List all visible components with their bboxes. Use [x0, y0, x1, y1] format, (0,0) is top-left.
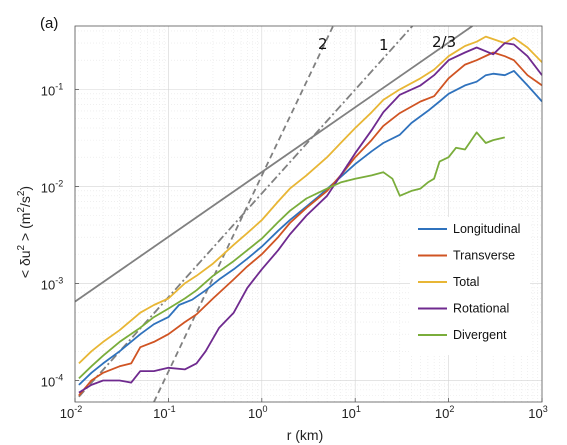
- x-axis-label: r (km): [287, 427, 324, 443]
- y-axis-label: < δu2 > (m2/s2): [16, 186, 33, 278]
- slope-label-2-3: 2/3: [432, 33, 456, 51]
- legend-box: [410, 217, 530, 355]
- x-tick-label: 10-1: [153, 404, 175, 421]
- series-line-divergent: [78, 131, 506, 380]
- y-tick-label: 10-2: [41, 178, 63, 195]
- y-tick-label: 10-4: [41, 372, 63, 389]
- x-tick-label: 102: [435, 404, 454, 421]
- reference-line-slope-1: [78, 26, 414, 398]
- slope-label-2: 2: [318, 35, 328, 53]
- plot-area: [75, 26, 542, 402]
- series-line-rotational: [78, 42, 542, 394]
- series-line-transverse: [78, 51, 542, 397]
- x-tick-label: 101: [341, 404, 360, 421]
- x-axis: 10-2 10-1 100 101 102 103: [60, 398, 548, 421]
- x-tick-label: 100: [248, 404, 267, 421]
- legend-label-transverse: Transverse: [453, 249, 515, 263]
- legend-label-total: Total: [453, 275, 479, 289]
- x-tick-label: 10-2: [60, 404, 82, 421]
- legend-label-longitudinal: Longitudinal: [453, 222, 520, 236]
- legend: Longitudinal Transverse Total Rotational Div…: [410, 217, 530, 355]
- slope-labels: 2 1 2/3: [318, 33, 456, 54]
- y-tick-label: 10-3: [41, 275, 63, 292]
- reference-line-slope-2-3: [75, 26, 473, 303]
- slope-label-1: 1: [379, 36, 389, 54]
- legend-label-rotational: Rotational: [453, 302, 509, 316]
- panel-label: (a): [40, 15, 58, 32]
- y-axis: 10-4 10-3 10-2 10-1: [41, 81, 79, 389]
- series-group: [78, 35, 542, 397]
- y-tick-label: 10-1: [41, 81, 63, 98]
- x-tick-label: 103: [528, 404, 547, 421]
- legend-label-divergent: Divergent: [453, 328, 507, 342]
- reference-lines: [75, 26, 473, 402]
- axes-frame: [74, 25, 543, 403]
- series-line-total: [78, 35, 542, 365]
